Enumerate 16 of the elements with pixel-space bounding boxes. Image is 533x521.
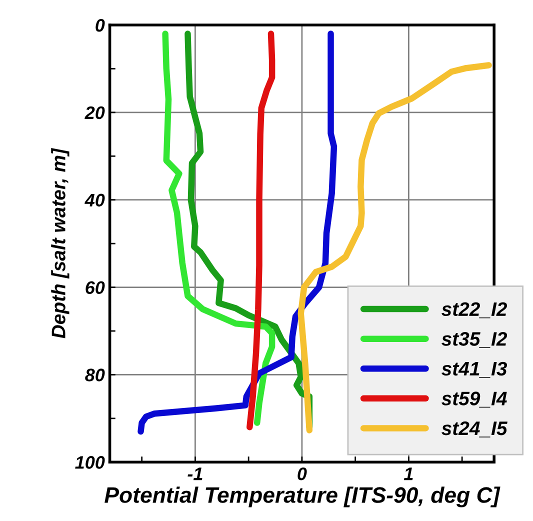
- x-tick-label: 0: [298, 467, 307, 480]
- y-axis-title: Depth [salt water, m]: [51, 148, 70, 338]
- x-tick-label: 1: [404, 468, 413, 480]
- legend-label: st22_I2: [442, 302, 508, 318]
- legend-label: st41_I3: [442, 362, 508, 378]
- x-tick-label: -1: [188, 468, 202, 480]
- y-tick-label: 60: [86, 281, 105, 294]
- x-axis-title: Potential Temperature [ITS-90, deg C]: [104, 486, 500, 508]
- y-tick-label: 40: [84, 194, 105, 207]
- y-tick-label: 0: [96, 18, 105, 32]
- y-tick-label: 80: [85, 368, 105, 382]
- legend-label: st35_I2: [442, 332, 508, 348]
- y-tick-label: 20: [84, 106, 105, 120]
- legend-label: st24_I5: [442, 421, 508, 438]
- y-tick-label: 100: [75, 456, 105, 469]
- legend-label: st59_I4: [442, 392, 507, 408]
